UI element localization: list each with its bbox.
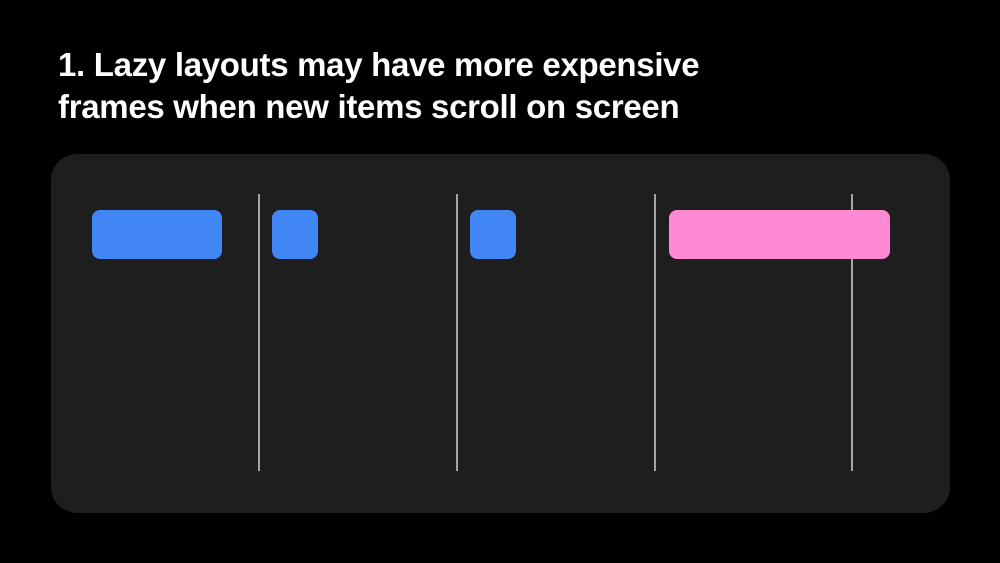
page-title: 1. Lazy layouts may have more expensive … — [58, 46, 700, 125]
frame-bar[interactable] — [272, 210, 318, 259]
frame-timeline-card — [51, 154, 950, 513]
frame-bar[interactable] — [669, 210, 890, 259]
frame-deadline-line — [654, 194, 656, 471]
frame-deadline-line — [456, 194, 458, 471]
frame-bar[interactable] — [470, 210, 516, 259]
frame-deadline-line — [258, 194, 260, 471]
frame-timeline-plot — [51, 154, 950, 513]
frame-bar[interactable] — [92, 210, 222, 259]
frame-deadline-line — [851, 194, 853, 471]
